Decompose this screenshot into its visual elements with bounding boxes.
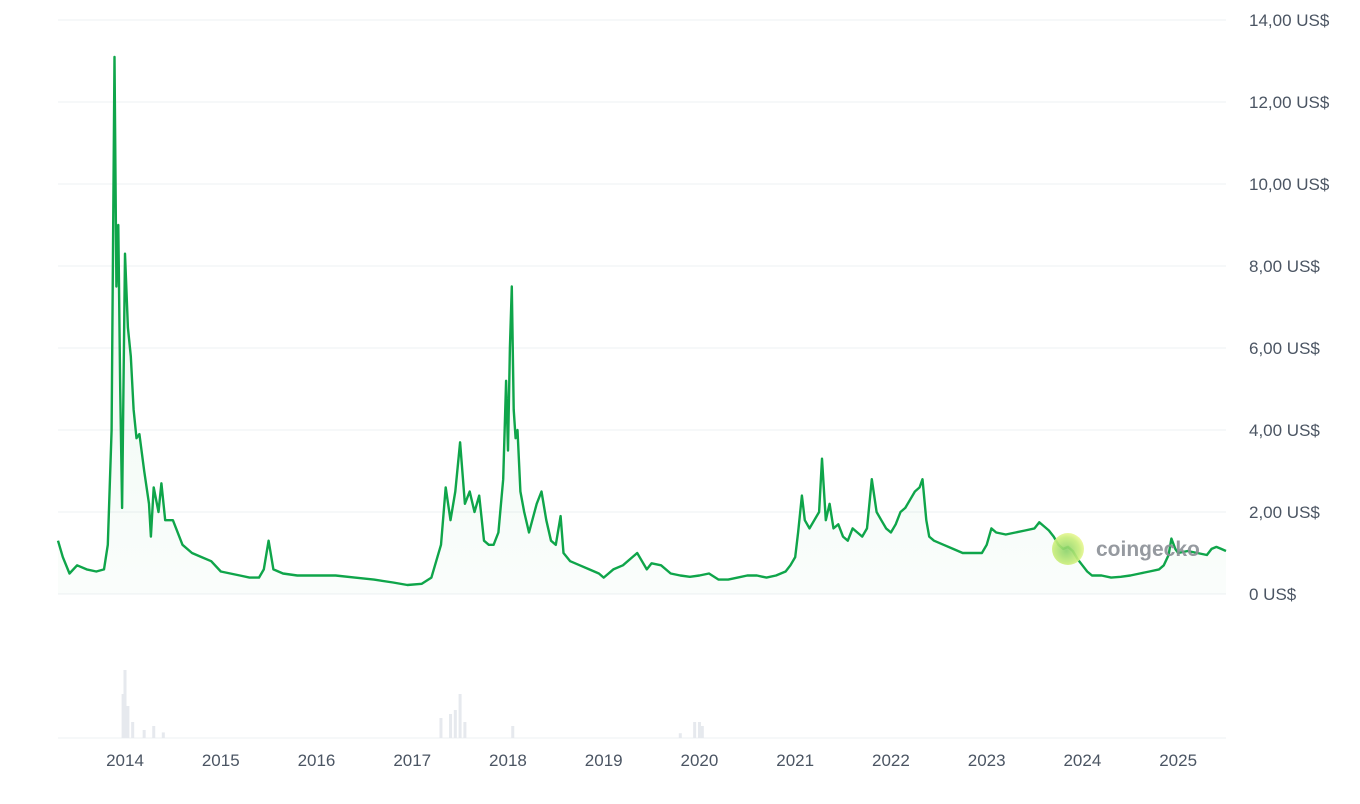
- watermark: coingecko: [1052, 533, 1200, 565]
- volume-bar: [439, 718, 443, 738]
- grid-lines: [58, 19, 1226, 739]
- x-tick-label: 2015: [202, 751, 240, 770]
- y-tick-label: 0 US$: [1249, 585, 1297, 604]
- volume-bar: [697, 722, 701, 738]
- volume-bar: [152, 726, 156, 738]
- x-tick-label: 2017: [393, 751, 431, 770]
- watermark-text: coingecko: [1096, 538, 1200, 561]
- coingecko-logo-icon: [1052, 533, 1084, 565]
- y-tick-label: 4,00 US$: [1249, 421, 1320, 440]
- y-axis: 0 US$ 2,00 US$ 4,00 US$ 6,00 US$ 8,00 US$ 10,…: [1249, 11, 1330, 604]
- volume-bar: [142, 730, 146, 738]
- y-tick-label: 10,00 US$: [1249, 175, 1330, 194]
- price-area: [58, 56, 1226, 594]
- y-tick-label: 14,00 US$: [1249, 11, 1330, 30]
- x-axis: 2014 2015 2016 2017 2018 2019 2020 2021 2022 2023…: [106, 751, 1197, 770]
- y-tick-label: 12,00 US$: [1249, 93, 1330, 112]
- x-tick-label: 2014: [106, 751, 144, 770]
- x-tick-label: 2022: [872, 751, 910, 770]
- x-tick-label: 2019: [585, 751, 623, 770]
- volume-bar: [678, 733, 682, 738]
- y-tick-label: 2,00 US$: [1249, 503, 1320, 522]
- y-tick-label: 6,00 US$: [1249, 339, 1320, 358]
- x-tick-label: 2023: [968, 751, 1006, 770]
- x-tick-label: 2024: [1063, 751, 1101, 770]
- x-tick-label: 2018: [489, 751, 527, 770]
- volume-bar: [131, 722, 135, 738]
- volume-bar: [458, 694, 462, 738]
- x-tick-label: 2016: [298, 751, 336, 770]
- volume-bar: [126, 706, 130, 738]
- x-tick-label: 2025: [1159, 751, 1197, 770]
- volume-bar: [511, 726, 515, 738]
- x-tick-label: 2020: [681, 751, 719, 770]
- volume-bar: [453, 710, 457, 738]
- volume-bar: [121, 694, 125, 738]
- series-line: [56, 55, 1227, 587]
- volume-bar: [700, 726, 704, 738]
- volume-bar: [123, 670, 127, 738]
- volume-bar: [449, 714, 453, 738]
- x-tick-label: 2021: [776, 751, 814, 770]
- volume-bar: [693, 722, 697, 738]
- volume-bar: [161, 732, 165, 738]
- y-tick-label: 8,00 US$: [1249, 257, 1320, 276]
- volume-bars: [121, 670, 704, 738]
- volume-bar: [463, 722, 467, 738]
